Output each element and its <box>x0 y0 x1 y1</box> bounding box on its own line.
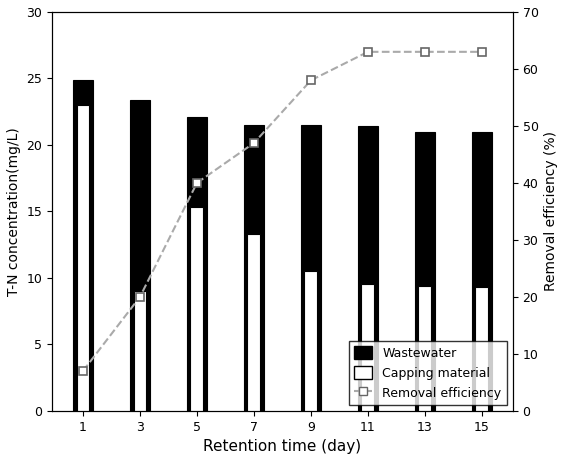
Removal efficiency <box>421 49 428 54</box>
Bar <box>419 286 431 411</box>
Legend: Wastewater, Capping material, Removal efficiency: Wastewater, Capping material, Removal ef… <box>349 341 507 405</box>
Bar <box>133 291 146 411</box>
Y-axis label: T-N concentration(mg/L): T-N concentration(mg/L) <box>7 127 21 296</box>
Bar <box>305 271 318 411</box>
Bar <box>358 126 378 411</box>
Y-axis label: Removal efficiency (%): Removal efficiency (%) <box>544 131 558 291</box>
Removal efficiency <box>137 294 144 300</box>
Bar <box>472 131 492 411</box>
Bar <box>362 284 375 411</box>
Bar <box>247 234 260 411</box>
Bar <box>187 117 207 411</box>
Removal efficiency <box>364 49 371 54</box>
Bar <box>244 125 264 411</box>
Removal efficiency <box>479 49 485 54</box>
Bar <box>73 80 93 411</box>
Removal efficiency <box>80 368 86 374</box>
Bar <box>415 131 435 411</box>
X-axis label: Retention time (day): Retention time (day) <box>203 439 362 454</box>
Removal efficiency <box>194 180 201 186</box>
Bar <box>130 100 150 411</box>
Bar <box>76 105 89 411</box>
Bar <box>190 207 203 411</box>
Bar <box>475 287 488 411</box>
Bar <box>301 125 321 411</box>
Removal efficiency <box>250 140 257 146</box>
Line: Removal efficiency: Removal efficiency <box>79 47 486 375</box>
Removal efficiency <box>307 77 314 83</box>
